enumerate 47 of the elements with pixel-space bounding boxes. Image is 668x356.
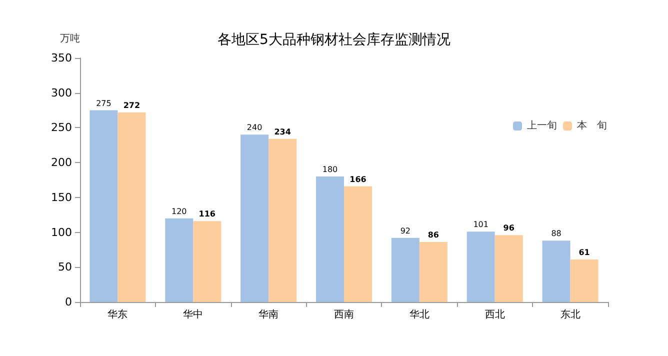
bar <box>542 240 570 302</box>
x-tick-label: 西南 <box>334 308 354 320</box>
data-label: 101 <box>473 220 488 230</box>
x-tick-label: 华东 <box>108 308 128 320</box>
bar <box>165 218 194 302</box>
data-label: 96 <box>503 224 515 233</box>
x-tick-label: 华南 <box>258 308 279 320</box>
data-label: 86 <box>428 230 440 240</box>
data-label: 272 <box>123 100 140 110</box>
y-tick-label: 150 <box>51 190 72 204</box>
y-tick-label: 50 <box>58 260 72 274</box>
bar <box>344 186 372 302</box>
data-label: 120 <box>172 206 187 216</box>
bar <box>466 232 495 302</box>
bar <box>118 112 146 302</box>
data-label: 61 <box>578 248 590 257</box>
x-tick-label: 华中 <box>183 308 204 320</box>
chart-title: 各地区5大品种钢材社会库存监测情况 <box>218 32 450 48</box>
y-axis-title: 万吨 <box>60 32 80 44</box>
bar <box>419 242 448 302</box>
data-label: 180 <box>322 165 338 174</box>
x-tick-label: 西北 <box>484 308 505 320</box>
bar <box>268 138 297 302</box>
bar <box>570 259 598 302</box>
data-label: 275 <box>96 98 112 108</box>
bar <box>193 221 222 302</box>
y-tick-label: 250 <box>51 121 72 134</box>
x-tick-label: 华北 <box>409 308 430 320</box>
bar <box>494 235 523 302</box>
bar <box>316 176 344 302</box>
data-label: 116 <box>198 210 216 219</box>
data-label: 166 <box>350 174 367 184</box>
y-tick-label: 0 <box>65 296 72 308</box>
bar <box>90 110 118 302</box>
data-label: 234 <box>274 127 292 136</box>
y-tick-label: 200 <box>51 156 72 170</box>
y-tick-label: 350 <box>51 52 72 64</box>
legend-label: 本 旬 <box>577 120 607 132</box>
y-tick-label: 300 <box>51 86 72 100</box>
data-label: 88 <box>551 229 562 238</box>
data-label: 240 <box>246 123 262 132</box>
data-label: 92 <box>400 226 411 236</box>
bar <box>240 134 269 302</box>
y-tick-label: 100 <box>51 226 72 239</box>
bar <box>391 238 420 302</box>
x-tick-label: 东北 <box>560 308 580 320</box>
legend-label: 上一旬 <box>527 120 557 132</box>
